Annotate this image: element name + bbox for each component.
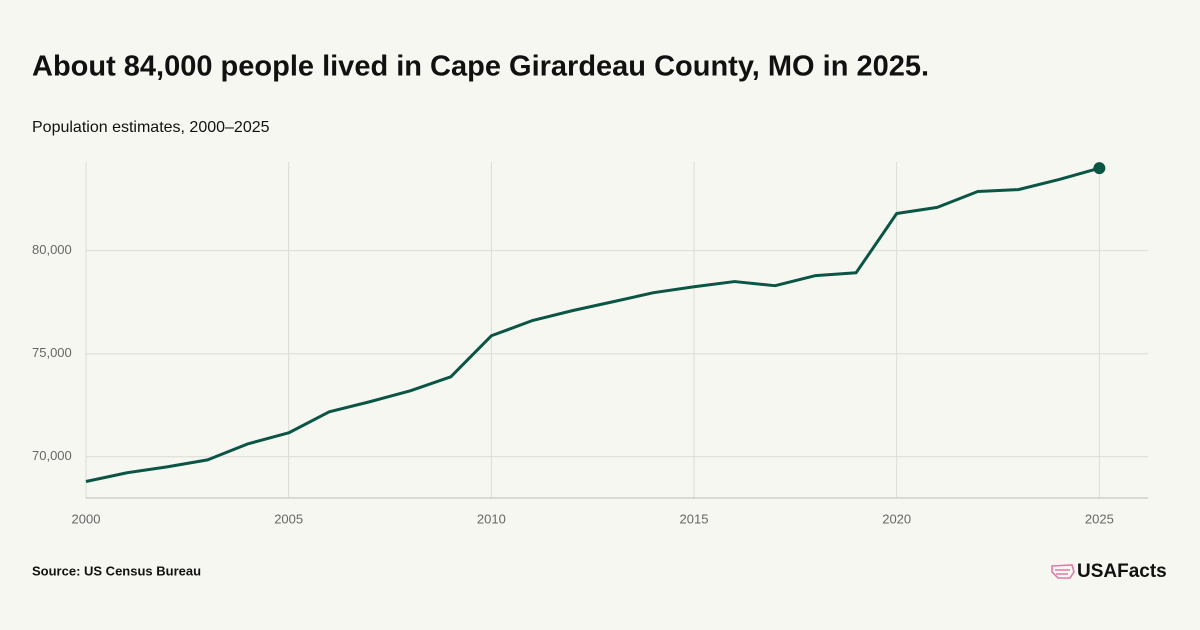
x-tick-label: 2015 xyxy=(680,511,709,526)
source: Source: US Census Bureau xyxy=(32,563,201,578)
y-tick-label: 75,000 xyxy=(32,345,72,360)
x-tick-label: 2025 xyxy=(1085,511,1114,526)
x-tick-label: 2010 xyxy=(477,511,506,526)
brand: USAFacts xyxy=(1077,561,1167,582)
chart-subtitle: Population estimates, 2000–2025 xyxy=(32,119,270,136)
end-dot xyxy=(1093,162,1106,175)
y-tick-label: 70,000 xyxy=(32,448,72,463)
logo-icon xyxy=(1051,564,1075,579)
x-tick-label: 2000 xyxy=(72,511,101,526)
line xyxy=(85,166,1100,483)
chart-title: About 84,000 people lived in Cape Girard… xyxy=(32,51,929,83)
x-tick-label: 2005 xyxy=(274,511,303,526)
x-tick-label: 2020 xyxy=(882,511,911,526)
y-tick-label: 80,000 xyxy=(32,242,72,257)
